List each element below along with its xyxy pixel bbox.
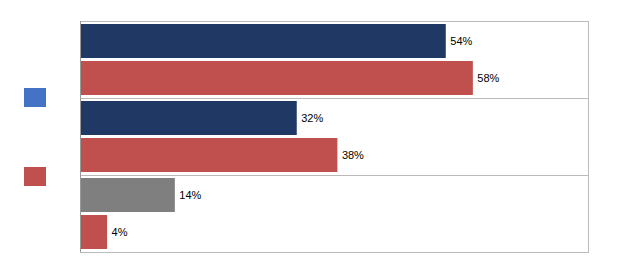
svg-text:38%: 38%: [342, 149, 364, 161]
svg-text:14%: 14%: [179, 189, 201, 201]
svg-text:4%: 4%: [112, 226, 128, 238]
svg-text:32%: 32%: [301, 112, 323, 124]
svg-text:58%: 58%: [477, 72, 499, 84]
svg-text:54%: 54%: [450, 35, 472, 47]
